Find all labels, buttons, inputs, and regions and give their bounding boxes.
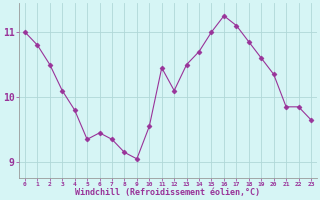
X-axis label: Windchill (Refroidissement éolien,°C): Windchill (Refroidissement éolien,°C) bbox=[76, 188, 260, 197]
